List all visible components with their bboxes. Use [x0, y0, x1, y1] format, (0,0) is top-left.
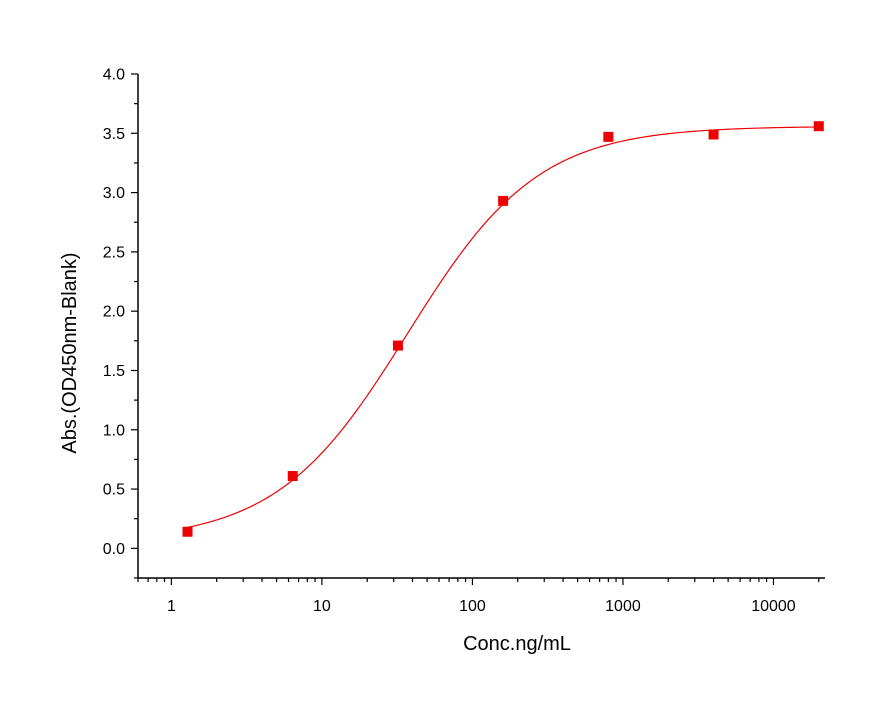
data-points-layer [182, 121, 824, 537]
y-tick-label: 0.5 [103, 482, 125, 499]
y-tick-label: 1.5 [103, 363, 125, 380]
y-tick-label: 1.0 [103, 422, 125, 439]
x-tick-label: 10000 [751, 598, 796, 615]
fit-curve-line [187, 126, 819, 528]
data-point [813, 121, 824, 132]
x-tick-label: 1 [167, 598, 176, 615]
y-tick-label: 2.0 [103, 304, 125, 321]
x-axis-title: Conc.ng/mL [463, 633, 571, 655]
x-tick-label: 1000 [605, 598, 641, 615]
data-point [603, 131, 614, 142]
fit-curve-layer [187, 126, 819, 528]
y-tick-label: 0.0 [103, 541, 125, 558]
data-point [392, 340, 403, 351]
data-point [708, 129, 719, 140]
data-point [182, 526, 193, 537]
y-tick-label: 3.0 [103, 185, 125, 202]
y-tick-label: 2.5 [103, 244, 125, 261]
y-axis-title: Abs.(OD450nm-Blank) [59, 252, 81, 453]
y-tick-label: 4.0 [103, 67, 125, 84]
data-point [287, 471, 298, 482]
y-tick-label: 3.5 [103, 126, 125, 143]
x-tick-label: 10 [313, 598, 331, 615]
data-point [498, 195, 509, 206]
x-tick-label: 100 [459, 598, 486, 615]
y-axis: 0.0 0.5 1.0 1.5 2.0 2.5 3.0 3.5 4.0 [103, 67, 139, 579]
x-axis: 1 10 100 1000 10000 [137, 577, 825, 615]
